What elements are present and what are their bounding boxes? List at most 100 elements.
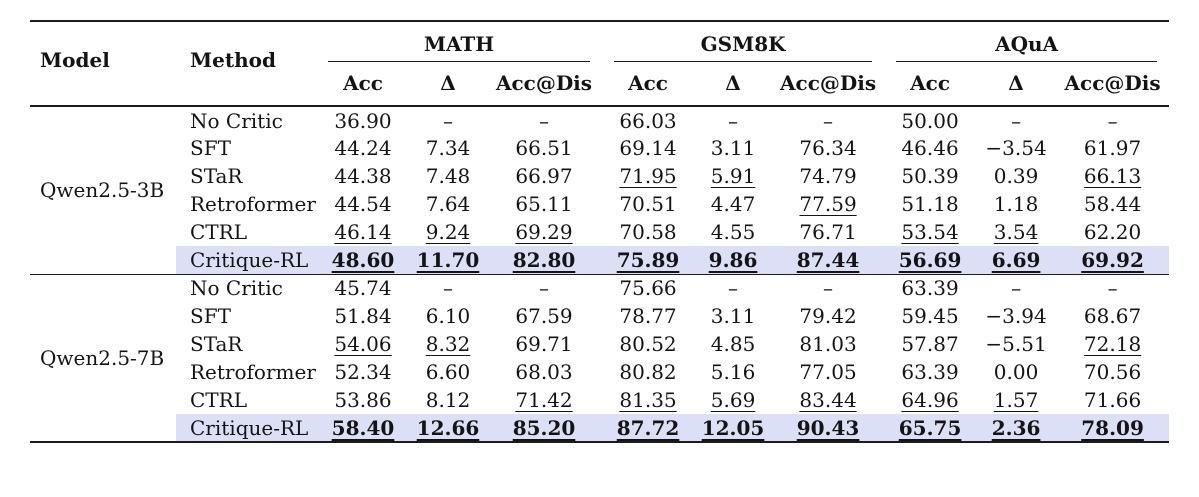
group-label: GSM8K	[614, 22, 873, 62]
value-cell: 83.44	[772, 386, 884, 414]
value-cell: 45.74	[316, 274, 410, 302]
value-cell: 5.91	[694, 162, 772, 190]
value-text: 0.39	[993, 164, 1039, 188]
value-text: 70.56	[1083, 360, 1142, 384]
column-header-aqua-acc-dis: Acc@Dis	[1064, 71, 1161, 95]
value-text: 6.69	[991, 247, 1041, 272]
value-text: 58.40	[331, 415, 395, 440]
value-text: 68.03	[515, 360, 573, 384]
value-text: −3.94	[985, 304, 1047, 328]
model-block-qwen2-5-7b: Qwen2.5-7B No Critic 45.74 – – 75.66 – – 63.39 – –…	[30, 274, 1170, 442]
row-qwen2-5-3b-critique-rl: Critique-RL 48.60 11.70 82.80 75.89 9.86 87.44…	[30, 246, 1170, 274]
row-qwen2-5-7b-no-critic: Qwen2.5-7B No Critic 45.74 – – 75.66 – – 63.39 – –	[30, 274, 1169, 370]
value-text: 58.44	[1083, 192, 1142, 216]
value-text: 79.42	[799, 304, 857, 328]
value-cell: 5.69	[694, 386, 772, 414]
value-cell: 46.46	[884, 134, 976, 162]
value-cell: 53.86	[316, 386, 410, 414]
value-cell: −5.51	[976, 330, 1056, 358]
value-cell: 65.11	[486, 190, 602, 218]
column-header-gsm8k-delta: Δ	[725, 71, 741, 95]
value-text: 70.58	[619, 220, 677, 244]
value-text: 71.95	[619, 164, 677, 188]
value-text: −3.54	[985, 136, 1047, 160]
value-cell: 12.66	[410, 414, 486, 442]
value-cell: 76.34	[772, 134, 884, 162]
value-text: 9.24	[425, 220, 471, 244]
value-text: 3.54	[993, 220, 1039, 244]
value-text: 51.84	[334, 304, 392, 328]
value-cell: –	[772, 274, 884, 302]
value-text: –	[1011, 108, 1022, 133]
group-label: AQuA	[896, 22, 1158, 62]
value-cell: 50.39	[884, 162, 976, 190]
value-cell: 36.90	[316, 106, 410, 134]
value-cell: 74.79	[772, 162, 884, 190]
model-name-qwen2-5-7b: Qwen2.5-7B	[40, 345, 165, 370]
value-text: –	[823, 276, 834, 301]
value-text: 77.05	[799, 360, 857, 384]
value-cell: 59.45	[884, 302, 976, 330]
column-header-method: Method	[190, 47, 276, 72]
value-text: 11.70	[416, 247, 480, 272]
value-cell: 44.38	[316, 162, 410, 190]
row-qwen2-5-7b-ctrl: CTRL 53.86 8.12 71.42 81.35 5.69 83.44 64.96 1.5…	[30, 386, 1169, 414]
method-name-ctrl: CTRL	[190, 388, 247, 412]
value-text: 66.97	[515, 164, 573, 188]
row-qwen2-5-7b-retroformer: Retroformer 52.34 6.60 68.03 80.82 5.16 77.05 6…	[30, 358, 1169, 386]
value-text: 48.60	[331, 247, 395, 272]
value-text: 8.32	[425, 332, 471, 356]
method-name-ctrl: CTRL	[190, 220, 247, 244]
value-cell: 70.51	[602, 190, 694, 218]
value-text: 4.47	[710, 192, 756, 216]
value-text: 69.92	[1081, 247, 1144, 272]
value-text: 8.12	[425, 388, 471, 412]
value-cell: 80.82	[602, 358, 694, 386]
value-cell: –	[410, 106, 486, 134]
column-header-math-acc: Acc	[343, 71, 383, 95]
value-cell: 75.89	[602, 246, 694, 274]
value-text: 81.35	[619, 388, 677, 412]
value-text: 67.59	[515, 304, 573, 328]
value-cell: 8.32	[410, 330, 486, 358]
value-cell: 9.24	[410, 218, 486, 246]
value-cell: 72.18	[1056, 330, 1169, 358]
value-text: –	[823, 108, 834, 133]
value-text: 61.97	[1083, 136, 1142, 160]
results-table: Model Method MATH GSM8K AQuA Acc Δ Acc@Dis…	[30, 20, 1170, 443]
value-cell: 77.59	[772, 190, 884, 218]
value-text: 9.86	[708, 247, 758, 272]
value-cell: 66.51	[486, 134, 602, 162]
value-text: 6.60	[425, 360, 471, 384]
value-cell: 52.34	[316, 358, 410, 386]
value-cell: 3.11	[694, 302, 772, 330]
row-qwen2-5-3b-star: STaR 44.38 7.48 66.97 71.95 5.91 74.79 50.39 0.3…	[30, 162, 1169, 190]
value-text: 5.91	[710, 164, 756, 188]
value-cell: 71.42	[486, 386, 602, 414]
method-name-star: STaR	[190, 164, 243, 188]
value-text: 51.18	[901, 192, 959, 216]
value-text: 75.89	[616, 247, 680, 272]
value-text: −5.51	[985, 332, 1047, 356]
value-text: 44.54	[334, 192, 392, 216]
value-cell: 70.56	[1056, 358, 1169, 386]
value-cell: 71.95	[602, 162, 694, 190]
value-cell: 57.87	[884, 330, 976, 358]
value-text: 75.66	[619, 276, 677, 301]
value-text: 12.66	[416, 415, 480, 440]
group-label: MATH	[328, 22, 591, 62]
value-text: 87.72	[616, 415, 680, 440]
row-qwen2-5-3b-sft: SFT 44.24 7.34 66.51 69.14 3.11 76.34 46.46 −3.5…	[30, 134, 1169, 162]
value-cell: 69.14	[602, 134, 694, 162]
value-cell: 51.18	[884, 190, 976, 218]
value-text: 76.71	[799, 220, 857, 244]
value-cell: 63.39	[884, 358, 976, 386]
value-cell: 11.70	[410, 246, 486, 274]
value-cell: 80.52	[602, 330, 694, 358]
value-cell: 77.05	[772, 358, 884, 386]
value-cell: 69.71	[486, 330, 602, 358]
value-text: 87.44	[796, 247, 860, 272]
value-text: 66.03	[619, 108, 677, 133]
value-cell: 5.16	[694, 358, 772, 386]
